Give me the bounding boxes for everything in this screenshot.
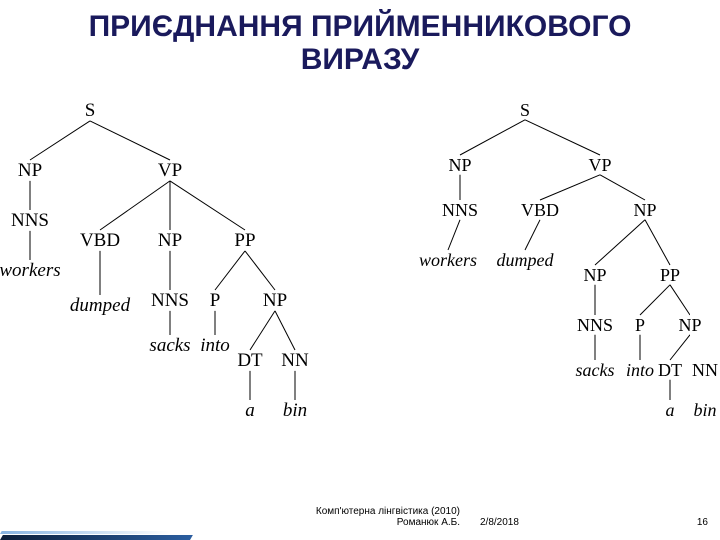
tree-node: VP [588, 155, 611, 176]
tree-node: a [666, 400, 675, 421]
tree-node: bin [693, 400, 716, 421]
footer-date: 2/8/2018 [480, 517, 519, 528]
tree-node: workers [419, 250, 477, 271]
tree-node: VP [158, 160, 182, 182]
tree-node: NP [18, 160, 42, 182]
tree-node: bin [283, 400, 307, 422]
tree-node: sacks [576, 360, 615, 381]
tree-node: PP [660, 265, 680, 286]
tree-node: S [520, 100, 530, 121]
tree-node: NP [678, 315, 701, 336]
title-line-1: ПРИЄДНАННЯ ПРИЙМЕННИКОВОГО [89, 10, 632, 43]
footer-source: Комп'ютерна лінгвістика (2010) Романюк А… [280, 506, 460, 528]
footer-source-line1: Комп'ютерна лінгвістика (2010) [316, 506, 460, 517]
title-line-2: ВИРАЗУ [301, 43, 420, 76]
tree-node: NNS [442, 200, 478, 221]
tree-node: dumped [497, 250, 554, 271]
slide-title: ПРИЄДНАННЯ ПРИЙМЕННИКОВОГО ВИРАЗУ [0, 10, 720, 76]
parse-tree-right: S NP VP NNS workers VBD dumped NP NP PP NNS sacks Pi… [370, 100, 690, 430]
tree-node: PP [234, 230, 255, 252]
tree-node: NNS [11, 210, 49, 232]
tree-node: NP [158, 230, 182, 252]
tree-node: VBD [80, 230, 120, 252]
tree-node: sacks [149, 335, 190, 357]
accent-decoration [0, 514, 190, 540]
tree-node: P [210, 290, 221, 312]
tree-node: NN [281, 350, 308, 372]
tree-node: DT [658, 360, 682, 381]
parse-tree-left: SNPVPNNSworkersVBDdumpedNPNNSsacksPPPint… [10, 100, 310, 430]
tree-node: DT [237, 350, 262, 372]
tree-node: VBD [521, 200, 559, 221]
tree-node: P [635, 315, 645, 336]
footer-page: 16 [697, 517, 708, 528]
tree-node: NP [583, 265, 606, 286]
tree-node: NP [448, 155, 471, 176]
footer-source-line2: Романюк А.Б. [397, 517, 460, 528]
tree-node: dumped [70, 295, 130, 317]
tree-node: NN [692, 360, 718, 381]
tree-node: NNS [151, 290, 189, 312]
tree-node: into [200, 335, 230, 357]
tree-node: into [626, 360, 654, 381]
tree-node: workers [0, 260, 61, 282]
tree-node: a [245, 400, 255, 422]
tree-node: S [85, 100, 96, 122]
tree-node: NNS [577, 315, 613, 336]
tree-node: NP [633, 200, 656, 221]
tree-node: NP [263, 290, 287, 312]
